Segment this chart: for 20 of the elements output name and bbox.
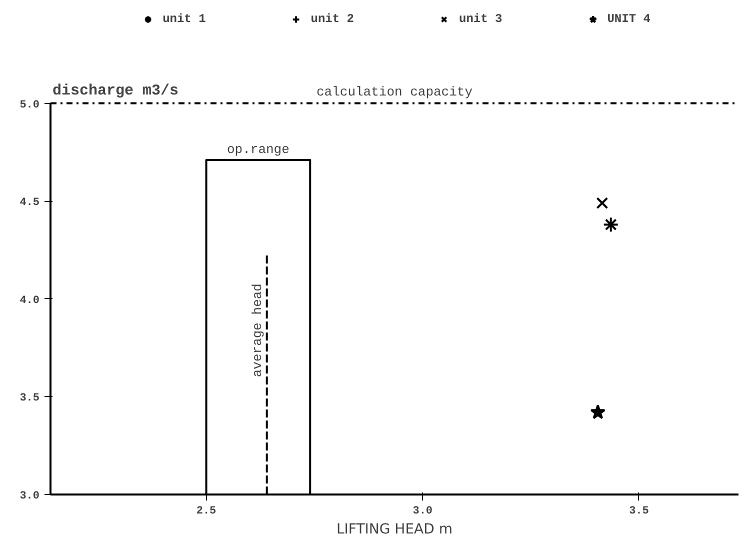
point <box>596 197 608 210</box>
legend-label: unit 3 <box>459 11 502 27</box>
point <box>602 216 619 233</box>
y-tick-label: 4.5 <box>20 197 40 210</box>
legend-label: unit 1 <box>162 11 206 27</box>
ref-line-label: calculation capacity <box>316 84 473 100</box>
y-tick-label: 4.0 <box>20 294 40 307</box>
x-tick-label: 2.5 <box>196 506 217 518</box>
x-axis-title: LIFTING HEAD m <box>336 522 453 538</box>
legend-label: UNIT 4 <box>607 11 650 27</box>
y-tick-label: 5.0 <box>20 99 40 112</box>
x-tick-label: 3.0 <box>412 506 433 518</box>
point <box>590 404 606 420</box>
y-tick-label: 3.5 <box>20 392 40 405</box>
legend-label: unit 2 <box>310 11 354 27</box>
y-tick-label: 3.0 <box>20 490 40 502</box>
y-axis-title: discharge m3/s <box>52 82 179 100</box>
annotation: average head <box>250 284 265 378</box>
x-tick-label: 3.5 <box>629 506 650 518</box>
annotation: op.range <box>226 142 290 158</box>
